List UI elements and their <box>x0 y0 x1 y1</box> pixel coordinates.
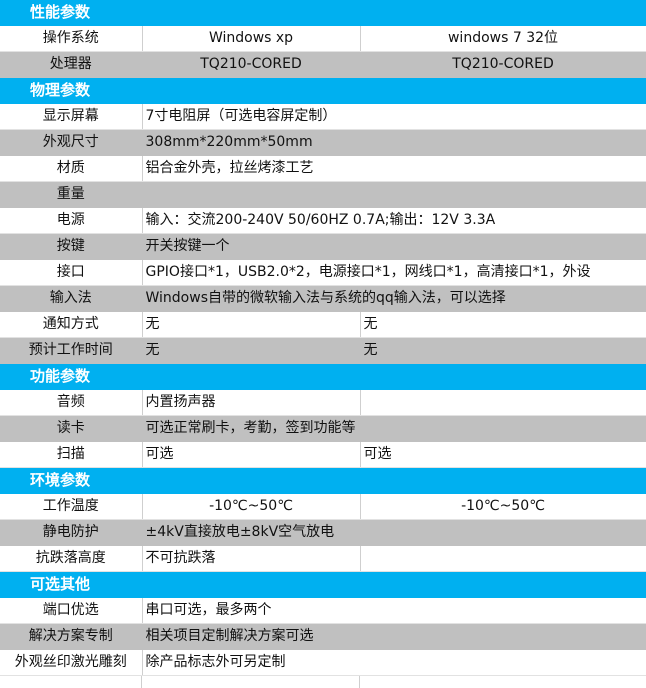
section-header: 物理参数 <box>0 77 646 104</box>
spec-label: 材质 <box>0 155 143 182</box>
spec-value: 无 <box>360 337 646 364</box>
spec-value: 可选正常刷卡，考勤，签到功能等 <box>142 415 646 442</box>
spec-value: 可选 <box>360 441 646 468</box>
section-title: 功能参数 <box>0 363 646 390</box>
spec-value <box>142 181 646 208</box>
spec-row: 重量 <box>0 181 646 208</box>
spec-label: 静电防护 <box>0 519 143 546</box>
spec-label: 扫描 <box>0 441 143 468</box>
spec-value: 不可抗跌落 <box>142 545 361 572</box>
spec-value: 铝合金外壳，拉丝烤漆工艺 <box>142 155 646 182</box>
spec-row: 显示屏幕 7寸电阻屏（可选电容屏定制） <box>0 103 646 130</box>
spec-label: 显示屏幕 <box>0 103 143 130</box>
spec-value: 无 <box>142 311 361 338</box>
spec-row: 材质 铝合金外壳，拉丝烤漆工艺 <box>0 155 646 182</box>
spec-label: 音频 <box>0 389 143 416</box>
section-header: 可选其他 <box>0 571 646 598</box>
spec-label: 按键 <box>0 233 143 260</box>
spec-value: GPIO接口*1，USB2.0*2，电源接口*1，网线口*1，高清接口*1，外设 <box>142 259 646 286</box>
spec-label: 输入法 <box>0 285 143 312</box>
spec-value: -10℃~50℃ <box>142 493 361 520</box>
spec-label: 读卡 <box>0 415 143 442</box>
spec-value: 串口可选，最多两个 <box>142 597 646 624</box>
spec-value: -10℃~50℃ <box>360 493 646 520</box>
spec-row: 通知方式无无 <box>0 311 646 338</box>
spec-label: 端口优选 <box>0 597 143 624</box>
section-header: 功能参数 <box>0 363 646 390</box>
spec-row: 解决方案专制 相关项目定制解决方案可选 <box>0 623 646 650</box>
spec-label: 通知方式 <box>0 311 143 338</box>
spec-value: TQ210-CORED <box>142 51 361 78</box>
spec-label: 解决方案专制 <box>0 623 143 650</box>
spec-value: Windows xp <box>142 25 361 52</box>
section-title: 物理参数 <box>0 77 646 104</box>
spec-value: 开关按键一个 <box>142 233 646 260</box>
spec-label: 预计工作时间 <box>0 337 143 364</box>
spec-value: 无 <box>360 311 646 338</box>
spec-value: 无 <box>142 337 361 364</box>
spec-label: 外观丝印激光雕刻 <box>0 649 143 676</box>
spec-value: ±4kV直接放电±8kV空气放电 <box>142 519 646 546</box>
spec-value: 308mm*220mm*50mm <box>142 129 646 156</box>
spec-value: TQ210-CORED <box>360 51 646 78</box>
spec-label: 接口 <box>0 259 143 286</box>
spec-value: 7寸电阻屏（可选电容屏定制） <box>142 103 646 130</box>
spec-row: 抗跌落高度 不可抗跌落 <box>0 545 646 572</box>
spec-row: 静电防护 ±4kV直接放电±8kV空气放电 <box>0 519 646 546</box>
spec-row: 工作温度 -10℃~50℃ -10℃~50℃ <box>0 493 646 520</box>
spec-value: Windows自带的微软输入法与系统的qq输入法，可以选择 <box>142 285 646 312</box>
spec-value <box>360 389 646 416</box>
section-header: 性能参数 <box>0 0 646 26</box>
section-title: 性能参数 <box>0 0 646 26</box>
section-title: 环境参数 <box>0 467 646 494</box>
spec-label: 抗跌落高度 <box>0 545 143 572</box>
spec-value: windows 7 32位 <box>360 25 646 52</box>
spec-row: 按键 开关按键一个 <box>0 233 646 260</box>
spec-label: 电源 <box>0 207 143 234</box>
spec-row: 音频 内置扬声器 <box>0 389 646 416</box>
spec-row: 接口 GPIO接口*1，USB2.0*2，电源接口*1，网线口*1，高清接口*1，… <box>0 259 646 286</box>
spec-value <box>360 545 646 572</box>
spec-label: 工作温度 <box>0 493 143 520</box>
spec-value: 除产品标志外可另定制 <box>142 649 646 676</box>
spec-row: 输入法 Windows自带的微软输入法与系统的qq输入法，可以选择 <box>0 285 646 312</box>
spec-row: 外观尺寸 308mm*220mm*50mm <box>0 129 646 156</box>
spec-row: 操作系统 Windows xp windows 7 32位 <box>0 25 646 52</box>
spec-label: 重量 <box>0 181 143 208</box>
spec-row: 预计工作时间无无 <box>0 337 646 364</box>
spec-row: 处理器 TQ210-CORED TQ210-CORED <box>0 51 646 78</box>
table-bottom-filler <box>0 676 646 688</box>
spec-row: 读卡 可选正常刷卡，考勤，签到功能等 <box>0 415 646 442</box>
spec-label: 处理器 <box>0 51 143 78</box>
spec-row: 端口优选 串口可选，最多两个 <box>0 597 646 624</box>
spec-label: 外观尺寸 <box>0 129 143 156</box>
spec-row: 电源 输入：交流200-240V 50/60HZ 0.7A;输出：12V 3.3A <box>0 207 646 234</box>
section-title: 可选其他 <box>0 571 646 598</box>
spec-value: 输入：交流200-240V 50/60HZ 0.7A;输出：12V 3.3A <box>142 207 646 234</box>
spec-row: 外观丝印激光雕刻 除产品标志外可另定制 <box>0 649 646 676</box>
spec-value: 内置扬声器 <box>142 389 361 416</box>
spec-label: 操作系统 <box>0 25 143 52</box>
spec-value: 相关项目定制解决方案可选 <box>142 623 646 650</box>
spec-value: 可选 <box>142 441 361 468</box>
section-header: 环境参数 <box>0 467 646 494</box>
spec-row: 扫描 可选 可选 <box>0 441 646 468</box>
